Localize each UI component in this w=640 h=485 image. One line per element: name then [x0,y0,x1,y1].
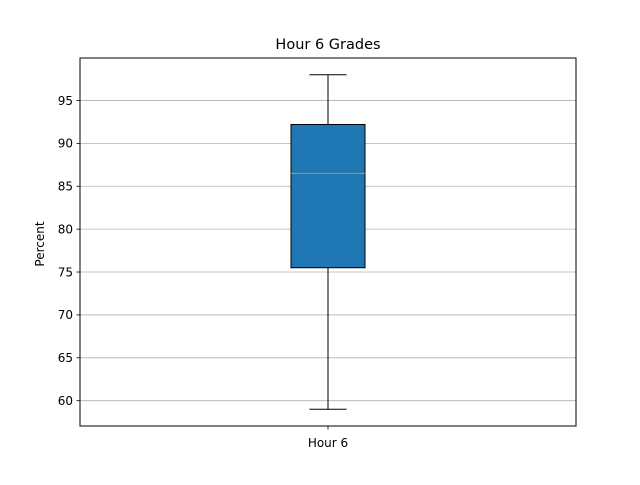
y-ticks: 60 65 70 75 80 85 90 95 [58,94,80,408]
x-ticks: Hour 6 [308,426,348,450]
y-tick-label: 75 [58,265,73,279]
chart-title: Hour 6 Grades [275,37,380,53]
y-tick-label: 85 [58,180,73,194]
y-tick-label: 65 [58,351,73,365]
y-axis-label: Percent [33,221,47,266]
y-tick-label: 70 [58,308,73,322]
box-layer [290,74,366,410]
interquartile-box [290,123,366,269]
y-tick-label: 95 [58,94,73,108]
x-tick-label: Hour 6 [308,436,348,450]
y-tick-label: 60 [58,394,73,408]
y-tick-label: 90 [58,137,73,151]
y-tick-label: 80 [58,222,73,236]
